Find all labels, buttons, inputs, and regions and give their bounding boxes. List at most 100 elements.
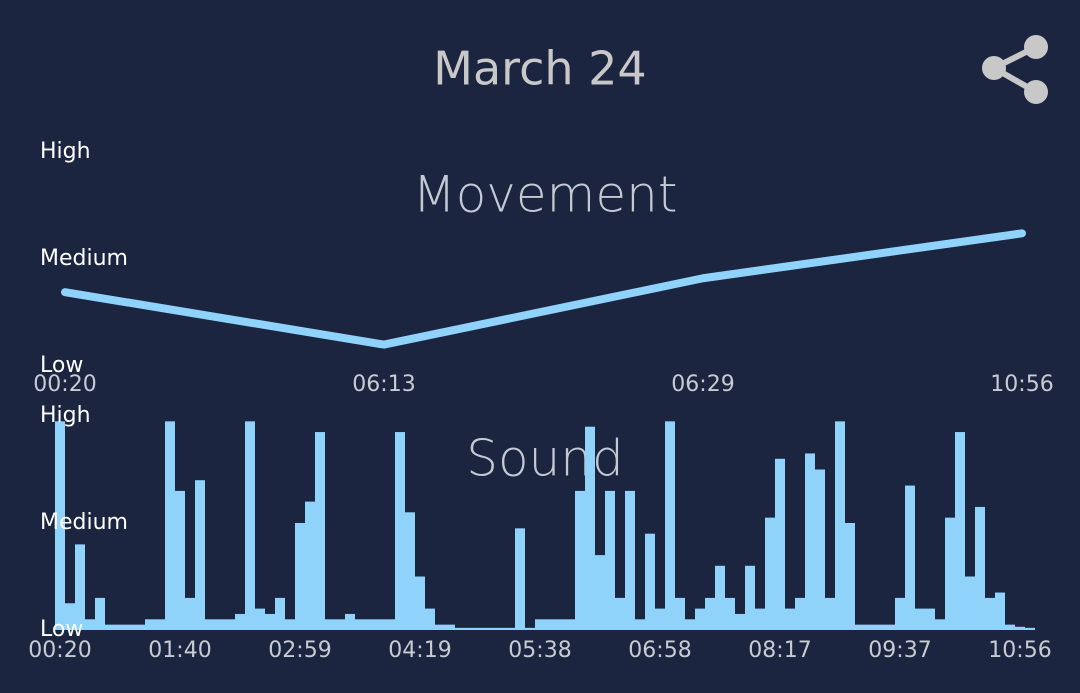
sound-bar — [905, 485, 915, 630]
sound-bar — [415, 576, 425, 630]
sound-bar — [125, 624, 135, 630]
sound-bar — [345, 613, 355, 630]
sound-bar — [885, 624, 895, 630]
x-tick-label: 08:17 — [748, 638, 811, 663]
sound-bar — [935, 619, 945, 630]
sound-bar — [665, 421, 675, 630]
sound-bar — [615, 597, 625, 630]
sound-bar — [445, 624, 455, 630]
sound-bar — [315, 432, 325, 630]
x-tick-label: 01:40 — [148, 638, 211, 663]
sound-bar — [405, 512, 415, 630]
sound-bar — [685, 619, 695, 630]
sound-bar — [805, 453, 815, 630]
sound-bar — [205, 619, 215, 630]
sound-bar — [745, 565, 755, 630]
sound-bar — [375, 619, 385, 630]
sound-bar — [505, 627, 515, 630]
sound-bar — [955, 432, 965, 630]
sound-bar — [215, 619, 225, 630]
sound-bar — [835, 421, 845, 630]
sound-bar — [1005, 624, 1015, 630]
sound-bar — [605, 490, 615, 630]
sound-bar — [645, 533, 655, 630]
sound-bar — [565, 619, 575, 630]
sound-bar — [55, 421, 65, 630]
sound-bar — [995, 592, 1005, 630]
sound-bar — [155, 619, 165, 630]
sound-bar — [385, 619, 395, 630]
sound-bar — [815, 469, 825, 630]
sound-bar — [485, 627, 495, 630]
sound-bar — [545, 619, 555, 630]
y-tick-label: High — [40, 403, 91, 428]
sound-bar — [495, 627, 505, 630]
sound-bar — [395, 432, 405, 630]
sound-bar — [235, 613, 245, 630]
sound-bar — [635, 619, 645, 630]
sound-bar — [165, 421, 175, 630]
sound-bar — [225, 619, 235, 630]
sound-bar — [765, 517, 775, 630]
sound-bar — [735, 613, 745, 630]
date-title: March 24 — [433, 42, 646, 96]
sound-bar — [295, 523, 305, 630]
sound-bar — [135, 624, 145, 630]
share-icon-dot — [1024, 80, 1048, 104]
sound-bar — [455, 627, 465, 630]
x-tick-label: 06:13 — [352, 372, 415, 397]
sound-bar — [475, 627, 485, 630]
chart-title: Sound — [466, 430, 623, 488]
sound-bar — [895, 597, 905, 630]
y-tick-label: Medium — [40, 246, 128, 271]
sound-bar — [515, 528, 525, 630]
sound-bar — [705, 597, 715, 630]
x-tick-label: 00:20 — [28, 638, 91, 663]
sound-bar — [985, 597, 995, 630]
sound-bar — [825, 597, 835, 630]
x-tick-label: 04:19 — [388, 638, 451, 663]
x-tick-label: 06:29 — [671, 372, 734, 397]
sound-bar — [275, 597, 285, 630]
sound-bar — [115, 624, 125, 630]
sound-bar — [715, 565, 725, 630]
sound-bar — [695, 608, 705, 630]
sound-bar — [85, 619, 95, 630]
sound-bar — [185, 597, 195, 630]
sound-bar — [535, 619, 545, 630]
sound-bar — [265, 613, 275, 630]
sound-bar — [585, 426, 595, 630]
sound-bar — [145, 619, 155, 630]
sound-bar — [595, 555, 605, 630]
chart-title: Movement — [413, 166, 678, 224]
sound-bar — [725, 597, 735, 630]
sound-bar — [1025, 627, 1035, 630]
sound-bar — [785, 608, 795, 630]
sound-bar — [555, 619, 565, 630]
sound-bar — [335, 619, 345, 630]
share-icon-dot — [982, 56, 1006, 80]
x-tick-label: 10:56 — [990, 372, 1053, 397]
sound-bar — [875, 624, 885, 630]
sound-bar — [915, 608, 925, 630]
sound-bar — [465, 627, 475, 630]
sound-bar — [425, 608, 435, 630]
sound-bar — [175, 490, 185, 630]
sound-bar — [65, 603, 75, 630]
sound-bar — [525, 627, 535, 630]
sound-bar — [945, 517, 955, 630]
sound-bar — [435, 624, 445, 630]
sound-bar — [245, 421, 255, 630]
x-tick-label: 06:58 — [628, 638, 691, 663]
share-button[interactable] — [982, 35, 1048, 104]
sound-bar — [925, 608, 935, 630]
sound-bar — [355, 619, 365, 630]
sound-bar — [965, 576, 975, 630]
sound-bar — [655, 608, 665, 630]
x-tick-label: 02:59 — [268, 638, 331, 663]
sound-bar — [795, 597, 805, 630]
sound-bar — [285, 619, 295, 630]
